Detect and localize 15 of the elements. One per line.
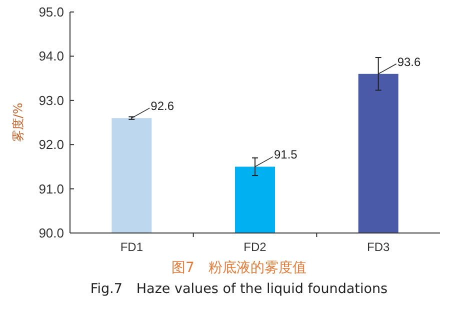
y-axis-title: 雾度/% <box>11 102 25 142</box>
y-tick-label: 92.0 <box>38 137 64 152</box>
y-tick-label: 95.0 <box>38 4 64 20</box>
x-tick-label: FD3 <box>366 240 390 254</box>
x-tick-label: FD1 <box>120 240 144 254</box>
y-tick-label: 94.0 <box>38 48 64 64</box>
data-label: 91.5 <box>274 148 298 162</box>
data-label: 92.6 <box>150 99 174 114</box>
caption: Fig.7 Haze values of the liquid foundations <box>90 281 388 297</box>
y-tick-label: 91.0 <box>38 181 64 196</box>
y-tick-label: 93.0 <box>38 92 64 108</box>
caption: 图7 粉底液的雾度值 <box>172 260 306 276</box>
data-label: 93.6 <box>397 54 422 69</box>
x-tick-label: FD2 <box>244 240 267 254</box>
y-tick-label: 90.0 <box>38 226 64 240</box>
